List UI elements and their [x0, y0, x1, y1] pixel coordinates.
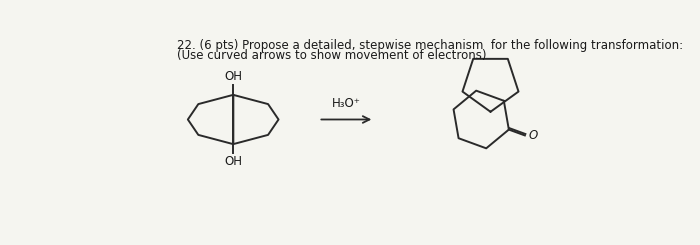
Text: O: O — [528, 129, 538, 142]
Text: (Use curved arrows to show movement of electrons): (Use curved arrows to show movement of e… — [176, 49, 486, 62]
Text: OH: OH — [224, 155, 242, 168]
Text: OH: OH — [224, 70, 242, 83]
Text: H₃O⁺: H₃O⁺ — [332, 97, 361, 110]
Text: 22. (6 pts) Propose a detailed, stepwise mechanism  for the following transforma: 22. (6 pts) Propose a detailed, stepwise… — [176, 39, 682, 52]
